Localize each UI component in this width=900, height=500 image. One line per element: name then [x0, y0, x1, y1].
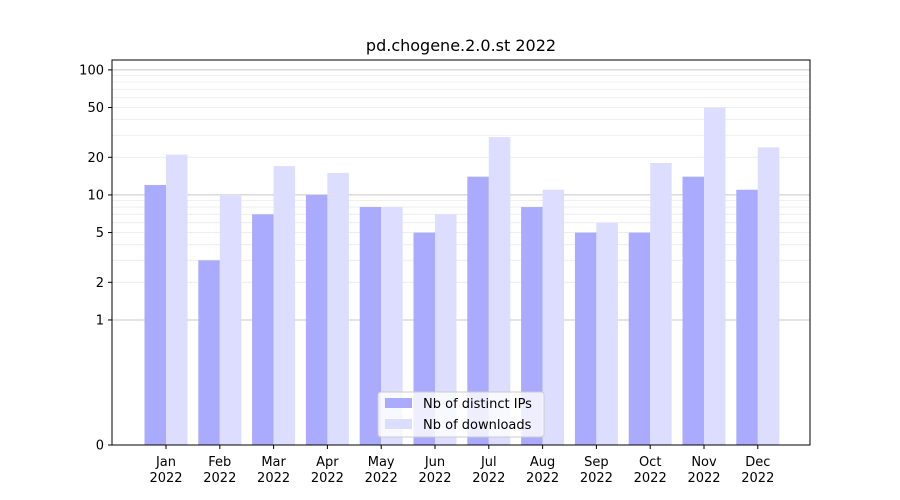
bar-distinct-ips-apr: [305, 194, 328, 445]
x-tick-label-month: May: [368, 455, 395, 470]
y-tick-label: 0: [96, 439, 104, 454]
bar-downloads-nov: [704, 107, 726, 446]
x-tick-label-month: Feb: [208, 455, 231, 470]
x-tick-label-year: 2022: [149, 471, 182, 486]
bar-downloads-oct: [650, 163, 672, 445]
plot-frame: [111, 59, 811, 446]
x-tick-label-year: 2022: [634, 471, 667, 486]
y-tick-label: 2: [96, 276, 104, 291]
legend: Nb of distinct IPs Nb of downloads: [377, 391, 545, 438]
bar-distinct-ips-mar: [252, 214, 274, 445]
y-tick-label: 20: [87, 151, 104, 166]
x-tick-label-month: Jan: [155, 455, 176, 470]
x-tick-label-year: 2022: [311, 471, 344, 486]
y-axis: 0 1 2 5 10 20 50 100: [79, 63, 112, 454]
bar-downloads-mar: [273, 166, 296, 445]
x-tick-label-year: 2022: [741, 471, 774, 486]
bar-distinct-ips-jan: [144, 185, 166, 445]
legend-swatch: [385, 398, 412, 408]
bar-distinct-ips-aug: [521, 207, 543, 445]
y-tick-label: 50: [87, 101, 104, 116]
x-tick-label-month: Sep: [584, 455, 609, 470]
bar-distinct-ips-dec: [736, 189, 758, 445]
bar-distinct-ips-may: [359, 207, 382, 445]
x-tick-label-year: 2022: [257, 471, 290, 486]
y-tick-label: 1: [96, 313, 104, 328]
y-tick-label: 10: [87, 188, 104, 203]
x-tick-label-year: 2022: [687, 471, 720, 486]
bar-downloads-jun: [435, 214, 457, 445]
y-tick-label: 5: [96, 226, 104, 241]
y-tick-label: 100: [79, 63, 104, 78]
bar-downloads-jul: [488, 137, 511, 445]
bar-downloads-feb: [219, 194, 242, 445]
bar-downloads-dec: [757, 147, 780, 446]
x-tick-label-year: 2022: [418, 471, 451, 486]
bar-downloads-aug: [542, 189, 565, 445]
x-tick-label-year: 2022: [472, 471, 505, 486]
x-tick-label-month: Dec: [745, 455, 770, 470]
legend-box: [377, 391, 545, 438]
bar-downloads-may: [381, 207, 403, 445]
x-tick-label-month: Aug: [530, 455, 555, 470]
bar-downloads-sep: [596, 222, 618, 445]
bar-distinct-ips-feb: [198, 260, 220, 445]
bar-distinct-ips-nov: [682, 176, 704, 445]
x-tick-label-month: Apr: [316, 455, 339, 470]
legend-label: Nb of downloads: [423, 418, 532, 433]
chart-title: pd.chogene.2.0.st 2022: [366, 36, 556, 55]
bars: [144, 107, 780, 446]
x-tick-label-month: Jun: [424, 455, 445, 470]
x-tick-label-year: 2022: [203, 471, 236, 486]
x-tick-label-year: 2022: [580, 471, 613, 486]
bar-downloads-apr: [327, 172, 349, 445]
x-tick-label-month: Oct: [639, 455, 661, 470]
x-tick-label-year: 2022: [365, 471, 398, 486]
bar-distinct-ips-jul: [467, 176, 489, 445]
bar-distinct-ips-oct: [628, 232, 651, 445]
x-tick-label-month: Jul: [480, 455, 497, 470]
bar-downloads-jan: [166, 154, 188, 446]
x-tick-label-year: 2022: [526, 471, 559, 486]
bar-distinct-ips-sep: [574, 232, 597, 445]
x-tick-label-month: Mar: [261, 455, 286, 470]
legend-label: Nb of distinct IPs: [423, 397, 532, 412]
x-axis: Jan2022Feb2022Mar2022Apr2022May2022Jun20…: [149, 445, 774, 486]
legend-swatch: [385, 419, 412, 429]
x-tick-label-month: Nov: [691, 455, 717, 470]
